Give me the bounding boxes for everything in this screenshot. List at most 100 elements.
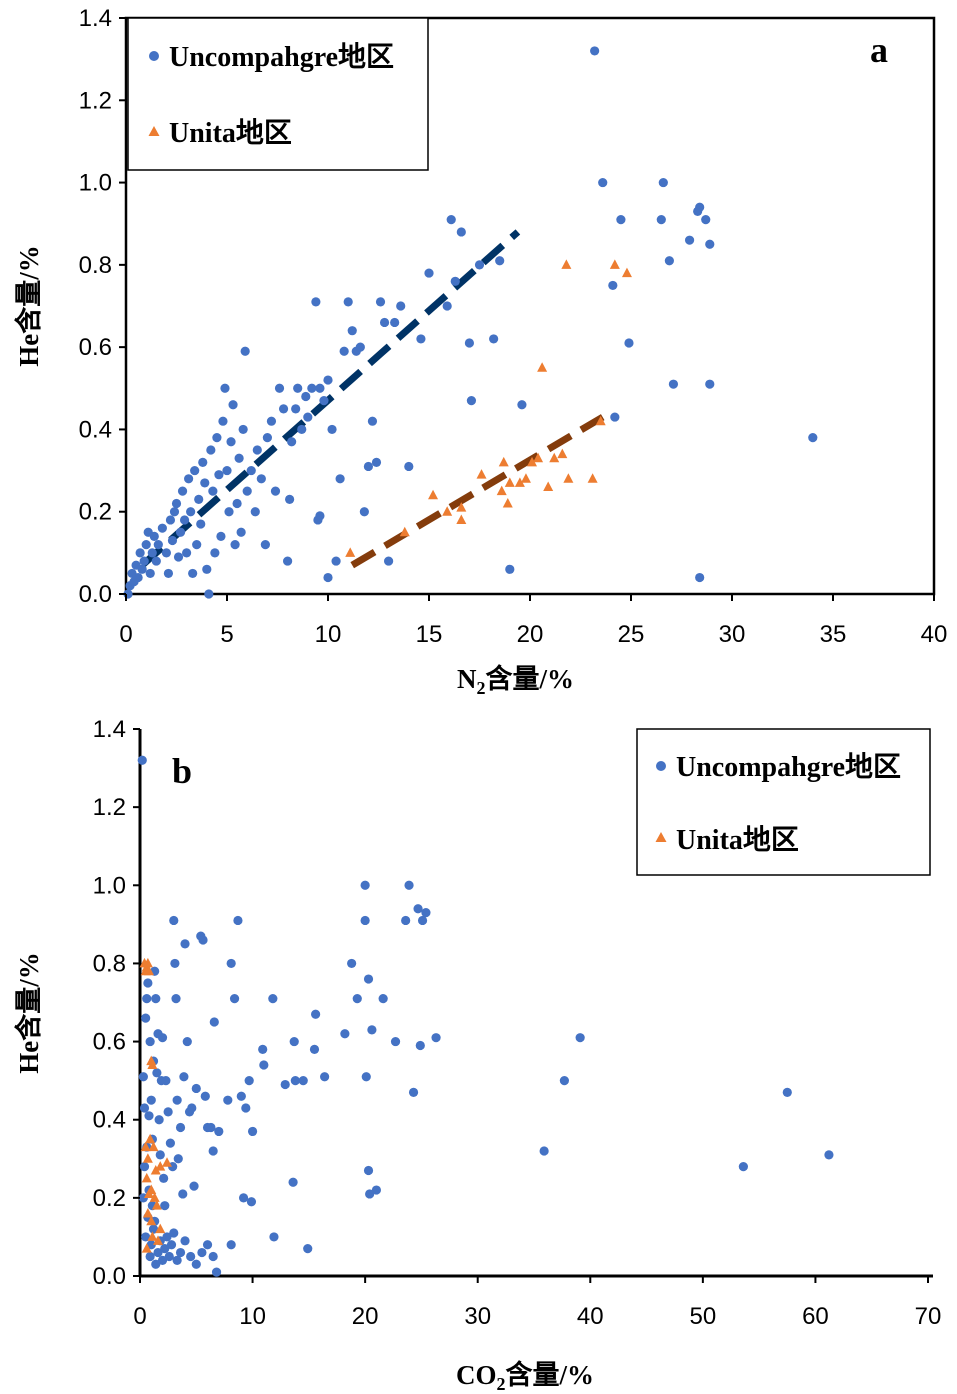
panel-a-point-uncompahgre <box>684 235 695 245</box>
panel-a-point-uncompahgre <box>624 338 634 348</box>
panel-a-point-unita <box>504 477 515 487</box>
panel-b-point-uncompahgre <box>208 1251 218 1262</box>
panel-a-point-uncompahgre <box>359 507 369 517</box>
panel-b-point-uncompahgre <box>175 1247 186 1258</box>
panel-a-point-unita <box>537 362 548 372</box>
panel-a-point-uncompahgre <box>234 453 244 463</box>
panel-b-point-uncompahgre <box>280 1079 290 1090</box>
panel-b-point-uncompahgre <box>361 1072 371 1082</box>
panel-b-point-uncompahgre <box>202 1240 213 1250</box>
panel-b-point-uncompahgre <box>197 1247 207 1258</box>
panel-a-trendline-1 <box>139 229 521 568</box>
panel-a-x-tick-label: 20 <box>517 621 544 648</box>
panel-b-point-uncompahgre <box>159 1173 169 1183</box>
panel-b-point-uncompahgre <box>246 1197 257 1207</box>
panel-a-point-uncompahgre <box>331 556 341 566</box>
panel-b-point-unita <box>147 1059 158 1070</box>
panel-b-chart: 0.00.20.40.60.81.01.21.40 10 20 30 40 50 60 70 … <box>13 716 941 1394</box>
panel-a-point-uncompahgre <box>149 531 159 542</box>
panel-a-y-tick-label: 0.2 <box>79 499 112 526</box>
panel-b-point-uncompahgre <box>137 755 147 765</box>
panel-b-point-uncompahgre <box>214 1126 224 1137</box>
panel-b-x-tick-label: 10 <box>239 1303 266 1330</box>
panel-a-point-uncompahgre <box>246 465 256 476</box>
panel-a-point-unita <box>496 485 507 496</box>
panel-a-point-unita <box>587 473 598 483</box>
panel-b-point-uncompahgre <box>182 1036 192 1047</box>
panel-b-point-uncompahgre <box>421 908 431 918</box>
panel-a-point-unita <box>621 267 632 278</box>
panel-b-point-uncompahgre <box>241 1103 251 1113</box>
panel-b-point-uncompahgre <box>198 935 208 945</box>
panel-b-point-unita <box>149 1192 160 1202</box>
panel-a-point-unita <box>595 415 606 426</box>
panel-b-point-uncompahgre <box>180 939 190 949</box>
panel-a-point-unita <box>502 497 513 508</box>
panel-b-y-tick-label: 1.2 <box>93 794 126 821</box>
panel-b-point-uncompahgre <box>413 904 423 914</box>
panel-b-x-tick-label: 40 <box>577 1303 604 1330</box>
panel-b-point-uncompahgre <box>363 974 374 984</box>
panel-a-point-uncompahgre <box>157 523 167 533</box>
panel-a-y-tick-label: 0.0 <box>79 581 112 608</box>
panel-b-point-uncompahgre <box>289 1036 299 1047</box>
panel-a-point-unita <box>527 456 538 467</box>
panel-a-point-uncompahgre <box>379 317 390 328</box>
panel-a-x-tick-label: 0 <box>119 621 132 648</box>
panel-a-point-uncompahgre <box>175 527 186 537</box>
panel-a-point-uncompahgre <box>610 412 620 422</box>
panel-a-point-uncompahgre <box>293 383 303 393</box>
panel-b-point-uncompahgre <box>247 1126 258 1137</box>
panel-b-point-unita <box>146 1215 157 1226</box>
panel-a-point-uncompahgre <box>339 346 349 356</box>
panel-b-point-uncompahgre <box>431 1033 441 1043</box>
panel-b-point-unita <box>155 1161 166 1171</box>
panel-b-point-uncompahgre <box>738 1162 748 1172</box>
panel-b-point-unita <box>162 1157 173 1167</box>
panel-b-y-tick-label: 0.4 <box>93 1107 126 1134</box>
panel-b-point-uncompahgre <box>226 1240 236 1250</box>
panel-b-point-uncompahgre <box>311 1009 321 1019</box>
panel-b-point-uncompahgre <box>155 1150 165 1160</box>
panel-b-point-uncompahgre <box>145 1251 155 1262</box>
panel-a-point-unita <box>428 489 439 500</box>
panel-a-point-uncompahgre <box>208 486 218 496</box>
panel-b-point-uncompahgre <box>169 915 179 926</box>
panel-b-point-uncompahgre <box>180 1236 190 1246</box>
panel-a-point-uncompahgre <box>384 556 394 566</box>
panel-b-point-uncompahgre <box>138 1072 148 1082</box>
panel-a-x-tick-label: 5 <box>220 621 233 648</box>
panel-b-label: b <box>172 751 192 791</box>
panel-b-point-uncompahgre <box>191 1083 201 1094</box>
panel-b-point-uncompahgre <box>164 1251 174 1262</box>
panel-b-point-unita <box>141 1172 152 1183</box>
panel-b-point-uncompahgre <box>371 1185 381 1195</box>
panel-b-point-uncompahgre <box>152 1068 162 1078</box>
panel-b-x-tick-label: 60 <box>802 1303 829 1330</box>
panel-a-point-uncompahgre <box>347 326 357 336</box>
panel-a-point-uncompahgre <box>256 474 266 484</box>
panel-a-point-uncompahgre <box>167 535 178 546</box>
panel-b-x-axis-title: CO2含量/% <box>456 1359 594 1394</box>
panel-a-point-unita <box>456 514 467 524</box>
panel-a-point-uncompahgre <box>656 215 666 225</box>
panel-b-point-uncompahgre <box>157 1255 168 1265</box>
panel-a-point-uncompahgre <box>214 470 224 480</box>
panel-a-y-tick-label: 1.2 <box>79 87 112 114</box>
panel-b-x-tick-label: 50 <box>690 1303 717 1330</box>
panel-a-y-tick-label: 0.4 <box>79 416 112 443</box>
panel-b-legend-label-unita: Unita地区 <box>676 824 799 856</box>
panel-b-point-uncompahgre <box>170 958 180 969</box>
panel-b-point-uncompahgre <box>144 1111 154 1121</box>
panel-a-point-uncompahgre <box>165 515 176 525</box>
panel-a-point-uncompahgre <box>262 433 272 443</box>
panel-a-point-uncompahgre <box>186 507 196 517</box>
panel-a-point-uncompahgre <box>240 346 250 356</box>
panel-b-point-uncompahgre <box>173 1154 183 1164</box>
panel-b-point-uncompahgre <box>208 1146 218 1156</box>
panel-a-point-uncompahgre <box>260 540 270 550</box>
panel-b-point-uncompahgre <box>153 1247 163 1258</box>
panel-b-point-uncompahgre <box>233 915 243 926</box>
panel-a-point-unita <box>345 547 356 557</box>
panel-a-point-uncompahgre <box>184 474 194 484</box>
